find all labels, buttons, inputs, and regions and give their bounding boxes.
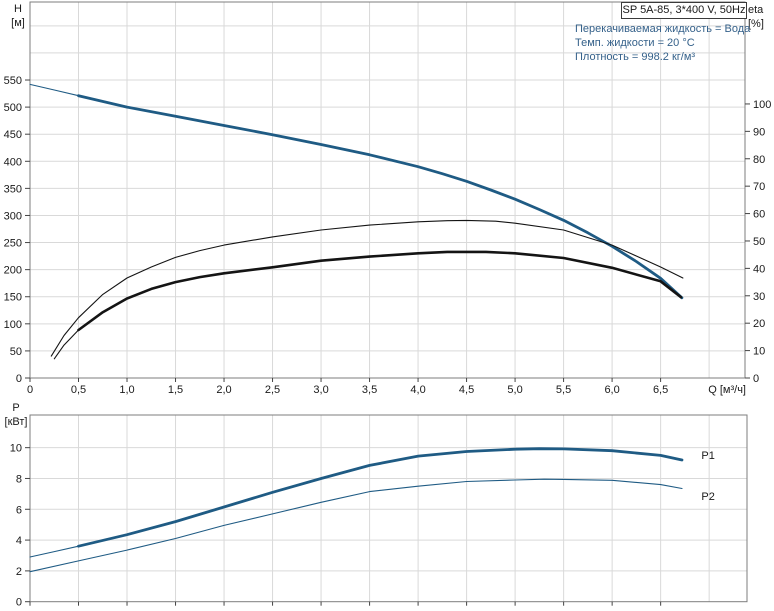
power-chart: 0 2 4 6 8 10 P1 P2 <box>10 414 748 609</box>
y-tick-label-left: 400 <box>4 156 22 168</box>
y-tick-label-left: 550 <box>4 75 22 87</box>
x-tick-label: 1,5 <box>168 384 183 396</box>
x-tick-label: 4,0 <box>410 384 425 396</box>
x-tick-label: 4,5 <box>459 384 474 396</box>
x-tick-label: 2,0 <box>216 384 231 396</box>
y-tick-label-left: 300 <box>4 210 22 222</box>
x-tick-label: 6,0 <box>604 384 619 396</box>
x-tick-label: 0 <box>27 384 33 396</box>
y-tick-label-right: 70 <box>753 181 765 193</box>
curve-eta_pump_motor <box>77 250 683 332</box>
x-tick-label: 1,0 <box>119 384 134 396</box>
y-tick-label-left: 250 <box>4 238 22 250</box>
curve-eta_pump <box>50 219 684 357</box>
y-tick-label-left: 4 <box>16 535 22 547</box>
y-tick-label-left: 500 <box>4 102 22 114</box>
fluid-info-line-liquid: Перекачиваемая жидкость = Вода <box>575 23 751 35</box>
eta-axis-label: eta [%] <box>748 3 774 31</box>
eta-axis-unit: [%] <box>748 18 764 30</box>
y-tick-label-left: 2 <box>16 566 22 578</box>
y-tick-label-right: 60 <box>753 209 765 221</box>
y-tick-label-right: 100 <box>753 99 771 111</box>
flow-axis-label: Q [м³/ч] <box>708 384 746 396</box>
y-tick-label-right: 0 <box>753 373 759 385</box>
fluid-info-line-density: Плотность = 998.2 кг/м³ <box>575 51 696 63</box>
y-tick-label-left: 150 <box>4 292 22 304</box>
y-tick-label-left: 100 <box>4 319 22 331</box>
y-tick-label-left: 450 <box>4 129 22 141</box>
y-tick-label-left: 8 <box>16 473 22 485</box>
curve-label-P2: P2 <box>701 491 714 503</box>
eta-axis-symbol: eta <box>748 4 764 16</box>
curve-P2 <box>29 478 683 573</box>
y-tick-label-left: 6 <box>16 504 22 516</box>
y-tick-label-left: 10 <box>10 443 22 455</box>
y-tick-label-right: 40 <box>753 263 765 275</box>
y-tick-label-right: 80 <box>753 154 765 166</box>
x-tick-label: 0,5 <box>71 384 86 396</box>
y-tick-label-right: 30 <box>753 291 765 303</box>
head-axis-label: H [м] <box>4 2 32 30</box>
head-axis-unit: [м] <box>11 17 25 29</box>
power-axis-symbol: P <box>12 402 20 414</box>
y-tick-label-left: 350 <box>4 183 22 195</box>
y-tick-label-left: 200 <box>4 265 22 277</box>
y-tick-label-left: 50 <box>10 346 22 358</box>
plot-border <box>29 1 746 379</box>
curve-P1 <box>77 447 684 548</box>
x-tick-label: 5,0 <box>507 384 522 396</box>
y-tick-label-right: 90 <box>753 126 765 138</box>
x-tick-label: 5,5 <box>556 384 571 396</box>
fluid-info-line-temperature: Темп. жидкости = 20 °C <box>575 37 695 49</box>
y-tick-label-left: 0 <box>16 597 22 609</box>
plot-border <box>29 414 748 603</box>
x-tick-label: 2,5 <box>265 384 280 396</box>
x-tick-label: 6,5 <box>653 384 668 396</box>
y-tick-label-left: 0 <box>16 373 22 385</box>
curve-H <box>77 94 684 300</box>
power-axis-label: P [кВт] <box>0 401 32 429</box>
fluid-info-block: Перекачиваемая жидкость = Вода Темп. жид… <box>575 22 750 64</box>
curve-P1 <box>29 545 80 558</box>
y-tick-label-right: 10 <box>753 346 765 358</box>
pump-model-box: SP 5A-85, 3*400 V, 50Hz <box>621 2 747 19</box>
head-flow-chart: 0501001502002503003504004505005500102030… <box>4 1 771 396</box>
y-tick-label-right: 20 <box>753 318 765 330</box>
curve-label-P1: P1 <box>701 450 714 462</box>
curve-eta_pump_motor <box>53 329 80 360</box>
y-tick-label-right: 50 <box>753 236 765 248</box>
curve-H <box>29 83 80 97</box>
x-tick-label: 3,5 <box>362 384 377 396</box>
x-tick-label: 3,0 <box>313 384 328 396</box>
head-axis-symbol: H <box>14 3 22 15</box>
power-axis-unit: [кВт] <box>4 416 28 428</box>
